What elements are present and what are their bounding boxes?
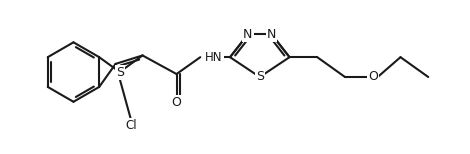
Text: Cl: Cl bbox=[125, 119, 137, 132]
Text: HN: HN bbox=[205, 51, 223, 64]
Text: N: N bbox=[267, 28, 276, 41]
Text: O: O bbox=[172, 96, 181, 109]
Text: N: N bbox=[243, 28, 252, 41]
Text: O: O bbox=[368, 71, 378, 83]
Text: S: S bbox=[116, 66, 124, 79]
Text: S: S bbox=[256, 71, 264, 83]
